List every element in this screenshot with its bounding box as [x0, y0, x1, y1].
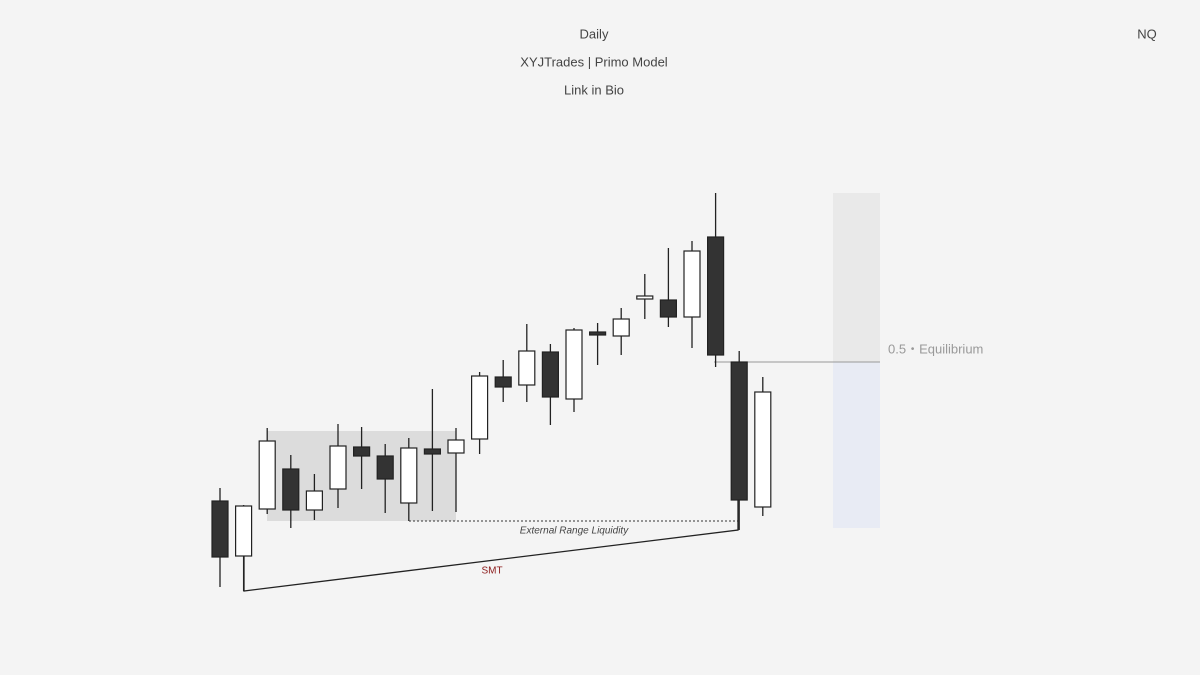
candle-body: [353, 446, 371, 457]
smt-label: SMT: [481, 566, 502, 577]
chart-caption: Link in Bio: [564, 82, 624, 97]
candle-body: [612, 318, 630, 337]
candle-body: [305, 490, 323, 511]
candle-body: [683, 250, 701, 318]
discount-zone: [833, 362, 880, 528]
candle-body: [329, 445, 347, 490]
candle-body: [423, 448, 441, 455]
candle-body: [518, 350, 536, 386]
candle-body: [494, 376, 512, 388]
equilibrium-label: 0.5・Equilibrium: [888, 341, 983, 356]
liquidity-label: External Range Liquidity: [520, 526, 629, 537]
candle-body: [588, 331, 607, 336]
candle-body: [636, 295, 654, 300]
candle-body: [258, 440, 276, 510]
candle-body: [400, 447, 418, 504]
candle-body: [706, 236, 725, 356]
candle-body: [282, 468, 300, 511]
symbol: NQ: [1137, 26, 1157, 41]
candle-body: [211, 500, 229, 558]
candle-body: [730, 361, 748, 501]
candle-body: [235, 505, 253, 557]
candles: [211, 193, 772, 591]
candle-body: [376, 455, 394, 480]
candle-body: [541, 351, 560, 398]
chart-title: Daily: [580, 26, 609, 41]
candle-body: [447, 439, 465, 454]
candle-body: [565, 329, 583, 400]
premium-zone: [833, 193, 880, 362]
candle-body: [471, 375, 489, 440]
candle-body: [754, 391, 772, 508]
candle-body: [659, 299, 678, 318]
chart-subtitle: XYJTrades | Primo Model: [520, 54, 667, 69]
